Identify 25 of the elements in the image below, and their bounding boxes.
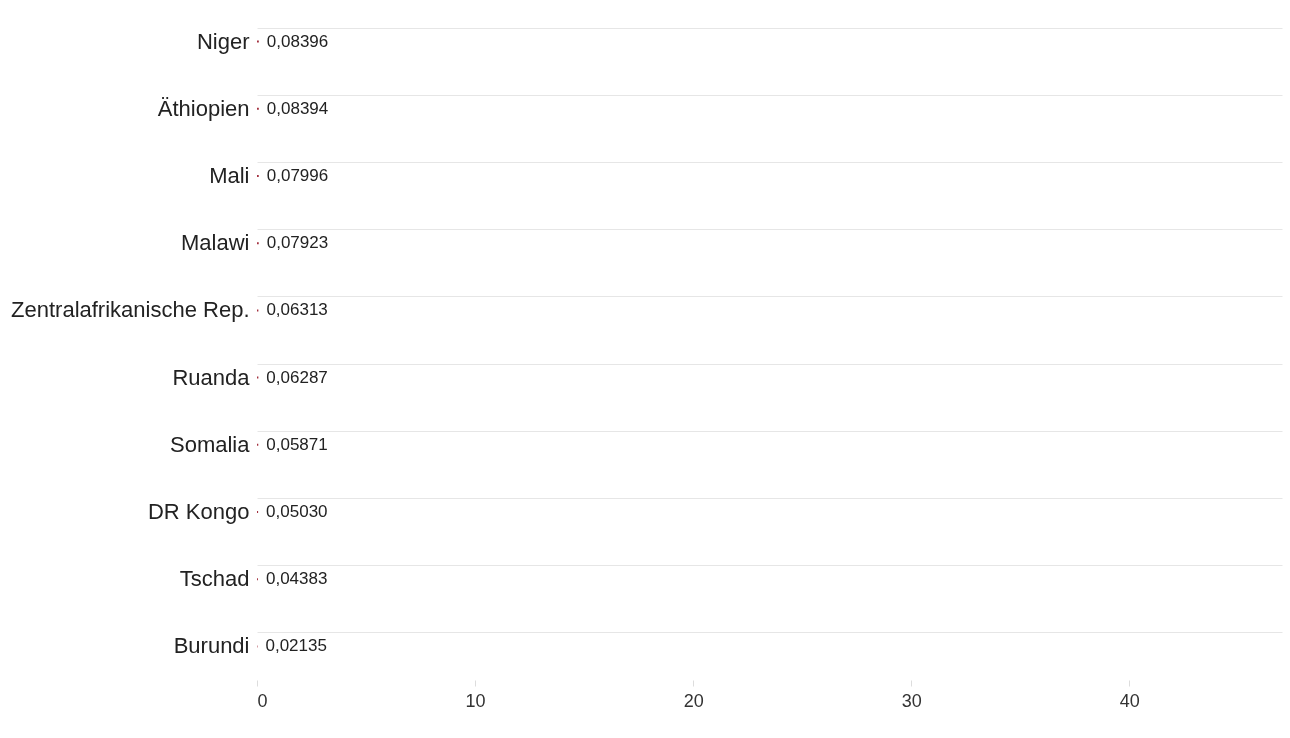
data-label: 0,05030: [266, 502, 328, 521]
y-tick-label: Mali: [209, 163, 250, 188]
y-tick-label: Niger: [196, 28, 250, 54]
x-tick-label: 0: [257, 690, 268, 711]
y-tick-label: Zentralafrikanische Rep.: [11, 297, 250, 323]
y-tick-label: Burundi: [173, 633, 250, 659]
x-tick-label: 20: [683, 690, 704, 711]
data-label: 0,08396: [266, 31, 329, 51]
data-label: 0,02135: [265, 636, 327, 656]
y-tick-label: Somalia: [170, 431, 251, 457]
data-label: 0,06313: [266, 300, 328, 320]
x-tick-label: 10: [465, 690, 486, 711]
data-label: 0,06287: [266, 367, 328, 387]
x-tick-label: 40: [1119, 690, 1140, 711]
data-label: 0,07923: [266, 233, 329, 253]
data-label: 0,07996: [266, 166, 329, 185]
y-tick-label: Ruanda: [172, 364, 251, 390]
y-tick-label: Malawi: [181, 230, 250, 256]
y-tick-label: Tschad: [179, 566, 250, 592]
y-tick-label: DR Kongo: [147, 499, 250, 524]
data-label: 0,05871: [266, 434, 328, 454]
x-tick-label: 30: [901, 690, 922, 711]
y-tick-label: Äthiopien: [157, 95, 250, 121]
data-label: 0,04383: [265, 569, 328, 589]
data-label: 0,08394: [266, 98, 329, 118]
